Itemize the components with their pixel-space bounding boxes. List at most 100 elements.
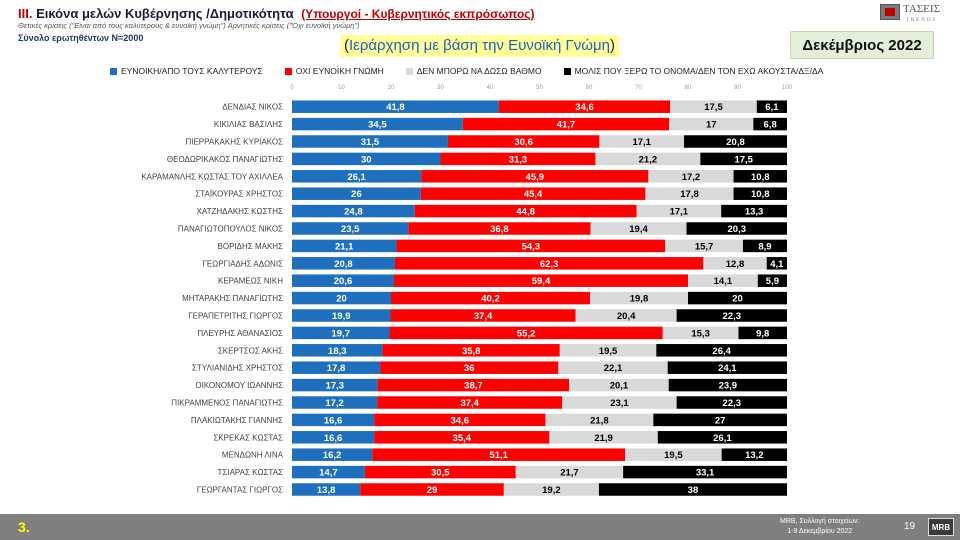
slide-number: 3. — [18, 519, 30, 535]
data-label: 17,8 — [680, 189, 699, 200]
data-label: 6,8 — [764, 120, 777, 131]
category-label: ΣΤΥΛΙΑΝΙΔΗΣ ΧΡΗΣΤΟΣ — [192, 364, 283, 373]
data-label: 17,5 — [734, 154, 753, 165]
data-label: 36,8 — [490, 224, 509, 235]
x-tick-label: 0 — [290, 85, 294, 91]
bar-segment — [503, 483, 599, 496]
data-label: 23,9 — [719, 381, 738, 392]
data-label: 30,6 — [514, 137, 533, 148]
data-label: 34,5 — [368, 120, 387, 131]
bar-segment — [625, 448, 722, 461]
legend-swatch-unknown — [563, 67, 571, 75]
category-label: ΘΕΟΔΩΡΙΚΑΚΟΣ ΠΑΝΑΓΙΩΤΗΣ — [167, 155, 283, 164]
category-label: ΠΛΕΥΡΗΣ ΑΘΑΝΑΣΙΟΣ — [197, 329, 283, 338]
bar-segment — [420, 187, 646, 200]
bar-segment — [292, 448, 373, 461]
bar-segment — [742, 239, 787, 253]
title-subtitle: (Υπουργοί - Κυβερνητικός εκπρόσωπος) — [301, 7, 535, 21]
bar-segment — [389, 326, 663, 340]
category-label: ΓΕΩΡΓΙΑΔΗΣ ΑΔΩΝΙΣ — [203, 259, 284, 268]
page-number: 19 — [904, 521, 916, 532]
bar-segment — [380, 361, 559, 374]
bar-segment — [292, 326, 390, 340]
category-label: ΤΣΙΑΡΑΣ ΚΩΣΤΑΣ — [218, 468, 284, 477]
bar-segment — [374, 431, 550, 444]
data-label: 19,7 — [332, 328, 351, 339]
data-label: 19,5 — [599, 346, 618, 357]
data-label: 21,7 — [560, 468, 579, 479]
bar-segment — [292, 361, 381, 374]
data-label: 9,8 — [756, 328, 769, 339]
bar-segment — [590, 222, 687, 235]
bar-segment — [292, 274, 394, 287]
bar-segment — [391, 291, 590, 305]
data-label: 27 — [715, 415, 726, 426]
category-label: ΠΑΝΑΓΙΩΤΟΠΟΥΛΟΣ ΝΙΚΟΣ — [178, 225, 283, 234]
data-label: 13,8 — [317, 485, 336, 496]
data-label: 17,2 — [682, 172, 701, 183]
data-label: 34,6 — [575, 102, 594, 113]
bar-segment — [292, 483, 361, 496]
data-label: 23,5 — [341, 224, 360, 235]
category-label: ΔΕΝΔΙΑΣ ΝΙΚΟΣ — [222, 103, 283, 112]
bar-segment — [292, 309, 391, 322]
bar-segment — [753, 117, 787, 131]
data-label: 21,9 — [594, 433, 613, 444]
bar-segment — [292, 378, 378, 392]
x-tick-label: 50 — [536, 85, 543, 91]
bar-segment — [766, 257, 787, 270]
legend-swatch-unfavorable — [284, 67, 292, 75]
data-label: 4,1 — [770, 259, 784, 270]
data-label: 41,8 — [386, 102, 405, 113]
bar-segment — [670, 100, 757, 113]
category-label: ΒΟΡΙΔΗΣ ΜΑΚΗΣ — [218, 242, 284, 251]
bar-segment — [382, 344, 560, 357]
data-label: 19,9 — [332, 311, 351, 322]
category-label: ΣΤΑΪΚΟΥΡΑΣ ΧΡΗΣΤΟΣ — [195, 190, 283, 199]
bar-segment — [668, 378, 787, 392]
bar-segment — [733, 187, 787, 200]
data-label: 19,8 — [630, 294, 649, 305]
data-label: 20 — [336, 294, 347, 305]
bar-segment — [595, 152, 701, 166]
bar-segment — [396, 239, 666, 253]
data-label: 16,6 — [324, 433, 343, 444]
data-label: 26,1 — [713, 433, 732, 444]
category-label: ΧΑΤΖΗΔΑΚΗΣ ΚΩΣΤΗΣ — [197, 207, 284, 216]
bar-segment — [292, 344, 383, 357]
category-label: ΜΗΤΑΡΑΚΗΣ ΠΑΝΑΓΙΩΤΗΣ — [182, 294, 283, 303]
bar-segment — [700, 152, 787, 166]
data-label: 51,1 — [489, 450, 508, 461]
data-label: 24,8 — [344, 207, 363, 218]
bar-segment — [721, 448, 787, 461]
bar-segment — [447, 135, 600, 148]
bar-segment — [733, 170, 787, 183]
data-label: 5,9 — [766, 276, 779, 287]
header: III. Εικόνα μελών Κυβέρνησης /Δημοτικότη… — [18, 6, 535, 43]
data-label: 17 — [706, 120, 717, 131]
data-label: 45,9 — [526, 172, 545, 183]
bar-segment — [559, 344, 657, 357]
bar-segment — [669, 117, 754, 131]
bar-segment — [364, 465, 516, 479]
bar-segment — [292, 152, 441, 166]
category-label: ΚΙΚΙΛΙΑΣ ΒΑΣΙΛΗΣ — [214, 120, 283, 129]
bar-segment — [292, 291, 391, 305]
bar-segment — [686, 222, 787, 235]
data-label: 21,8 — [590, 415, 609, 426]
bar-segment — [545, 413, 654, 427]
data-label: 26,1 — [347, 172, 366, 183]
data-label: 15,3 — [691, 328, 710, 339]
bar-segment — [408, 222, 591, 235]
data-label: 20,6 — [334, 276, 353, 287]
data-label: 41,7 — [557, 120, 576, 131]
data-label: 14,7 — [319, 468, 338, 479]
data-label: 20,3 — [728, 224, 747, 235]
x-tick-label: 30 — [437, 85, 444, 91]
bar-segment — [292, 100, 499, 113]
data-label: 31,3 — [509, 154, 528, 165]
data-label: 13,2 — [745, 450, 764, 461]
data-label: 26 — [351, 189, 362, 200]
data-label: 17,5 — [704, 102, 723, 113]
tasis-logo: ΤΑΣΕΙΣ TRENDS — [880, 4, 940, 26]
